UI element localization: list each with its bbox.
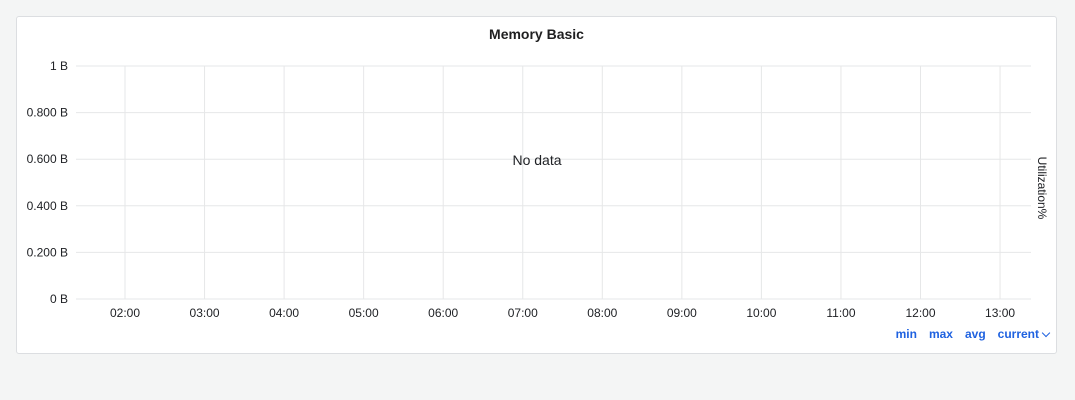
y-tick-label: 0 B [50, 292, 68, 306]
legend-max-button[interactable]: max [928, 327, 953, 341]
y-tick-label: 0.600 B [27, 152, 68, 166]
x-tick-label: 10:00 [746, 306, 776, 320]
x-tick-label: 09:00 [667, 306, 697, 320]
x-tick-label: 11:00 [826, 306, 855, 320]
legend-stats: min max avg current [895, 327, 1051, 341]
legend-min-button[interactable]: min [895, 327, 917, 341]
x-tick-label: 05:00 [349, 306, 379, 320]
legend-current-button[interactable]: current [997, 327, 1051, 341]
x-tick-label: 13:00 [985, 306, 1015, 320]
x-tick-label: 08:00 [587, 306, 617, 320]
y-tick-label: 0.400 B [27, 199, 68, 213]
legend-avg-button[interactable]: avg [964, 327, 986, 341]
x-tick-label: 12:00 [905, 306, 935, 320]
y-tick-label: 0.200 B [27, 245, 68, 259]
y-tick-label: 0.800 B [27, 106, 68, 120]
right-axis-label: Utilization% [1035, 157, 1049, 220]
chart-panel: Memory Basic [16, 16, 1057, 354]
y-tick-label: 1 B [50, 59, 68, 73]
x-axis: 02:00 03:00 04:00 05:00 06:00 07:00 08:00 09:00… [110, 306, 1015, 320]
y-axis: 0 B 0.200 B 0.400 B 0.600 B 0.800 B 1 B [27, 59, 68, 306]
legend-current-label: current [997, 327, 1039, 341]
x-tick-label: 03:00 [190, 306, 220, 320]
no-data-message: No data [512, 152, 561, 168]
chevron-down-icon [1041, 328, 1051, 338]
x-tick-label: 07:00 [508, 306, 538, 320]
x-tick-label: 04:00 [269, 306, 299, 320]
panel-title: Memory Basic [489, 26, 584, 42]
x-tick-label: 06:00 [428, 306, 458, 320]
x-tick-label: 02:00 [110, 306, 140, 320]
chart-grid [76, 65, 1031, 300]
